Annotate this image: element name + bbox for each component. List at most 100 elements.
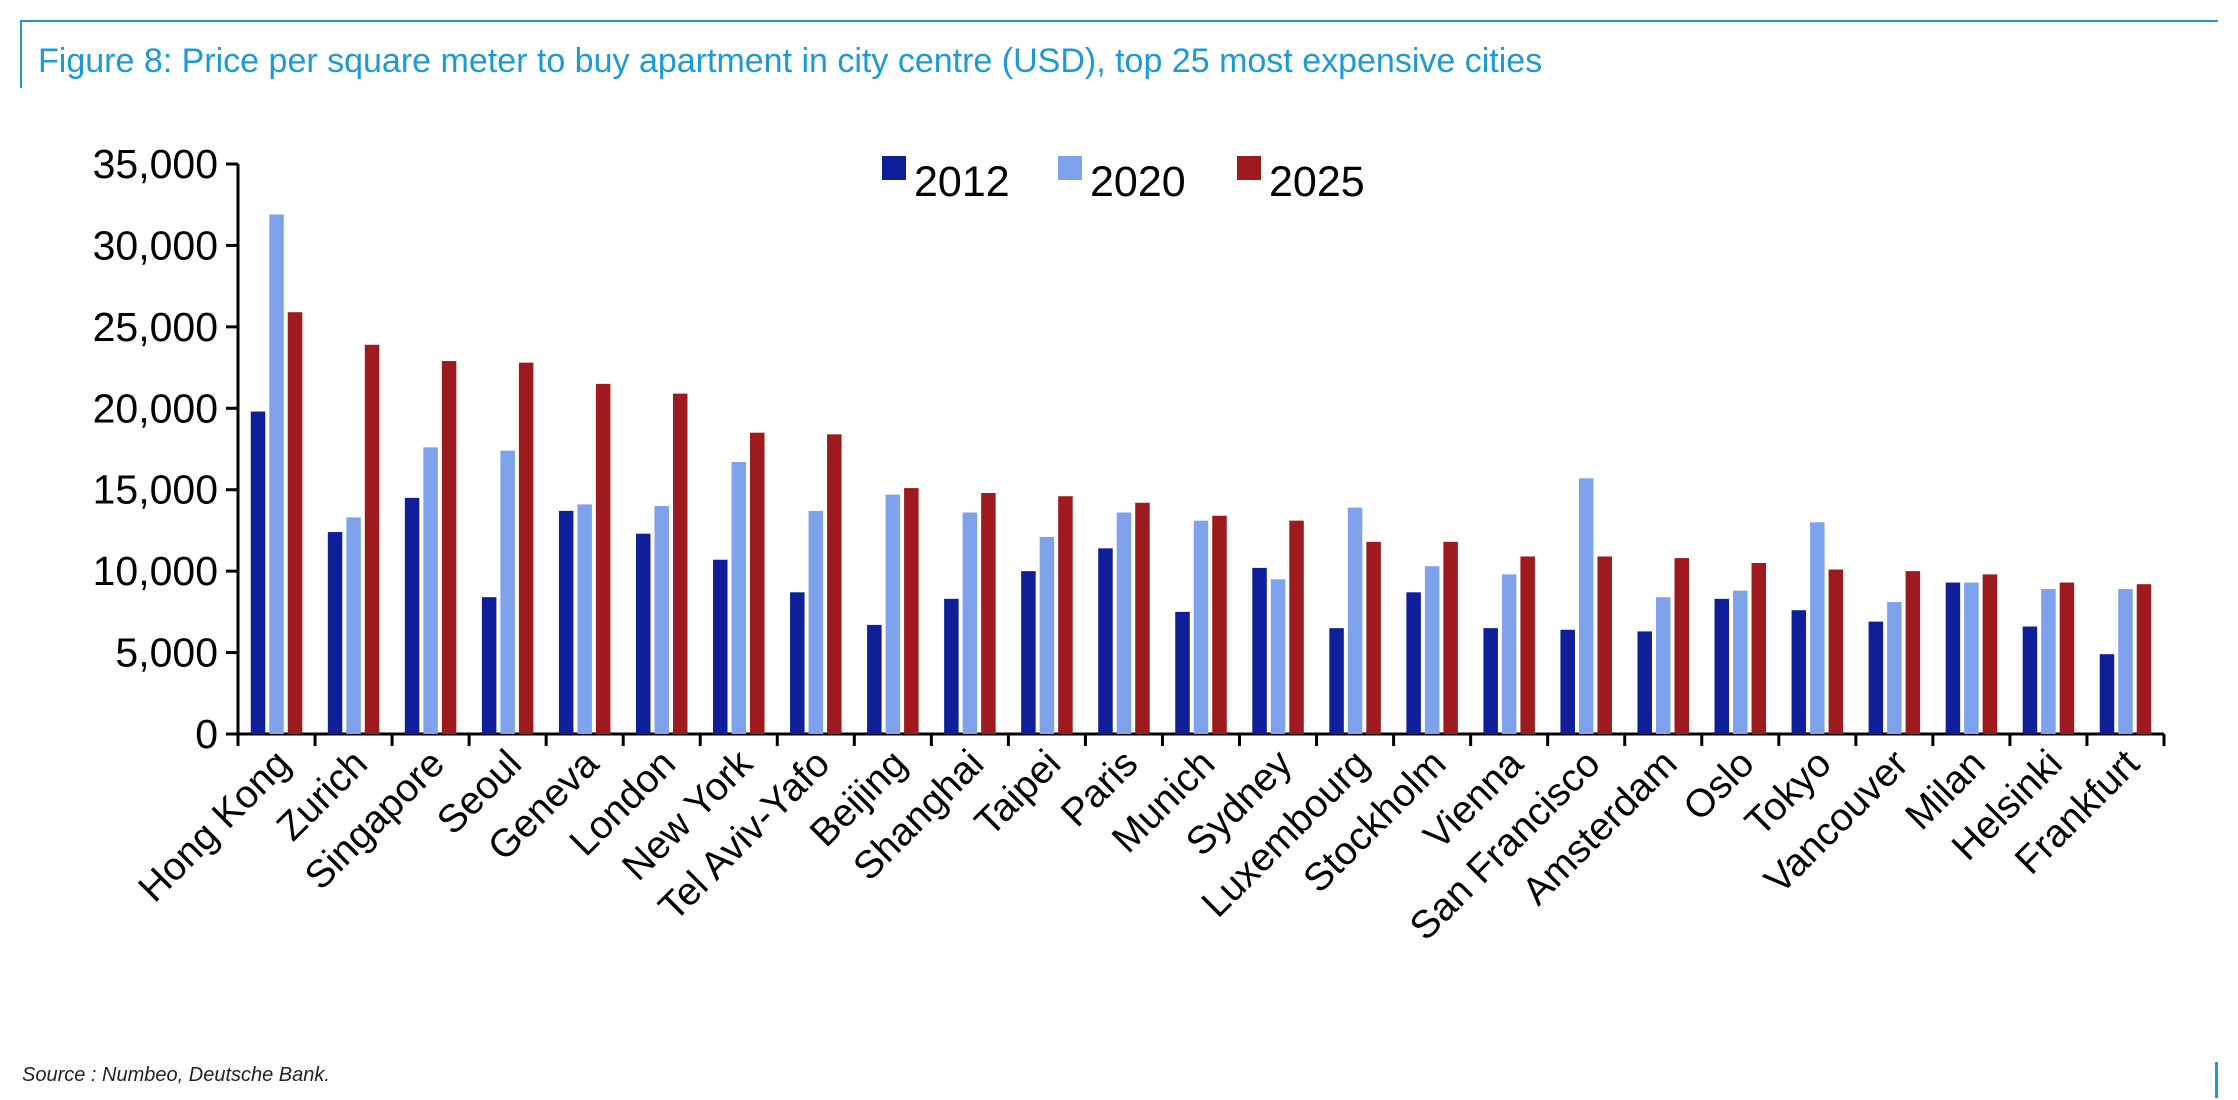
bar-2012 (1021, 571, 1036, 734)
legend-swatch (1237, 156, 1261, 180)
bar-2025 (441, 361, 457, 734)
bar-2012 (327, 532, 343, 734)
bar-2020 (1501, 574, 1517, 734)
bar-2012 (2099, 654, 2115, 734)
bar-2020 (885, 494, 901, 734)
legend-swatch (882, 156, 906, 180)
bar-2020 (577, 504, 592, 734)
bar-2020 (1733, 590, 1748, 734)
bar-2012 (1637, 631, 1652, 734)
bar-2020 (1424, 566, 1440, 734)
bar-2012 (635, 533, 651, 734)
bar-2025 (1212, 515, 1227, 734)
bar-2025 (2059, 582, 2075, 734)
bar-2025 (1058, 496, 1073, 734)
bar-2012 (790, 592, 805, 734)
figure-title: Figure 8: Price per square meter to buy … (38, 42, 1543, 80)
bar-2012 (944, 598, 959, 734)
bar-2012 (558, 510, 574, 734)
frame-right-rule (2215, 1062, 2218, 1098)
bar-2025 (1905, 571, 1921, 734)
bar-2012 (481, 597, 497, 734)
bar-2020 (1270, 579, 1286, 734)
legend-label: 2012 (914, 158, 1010, 206)
bar-2020 (269, 214, 284, 734)
bar-2025 (750, 432, 765, 734)
bar-2025 (1751, 563, 1767, 734)
y-tick-label: 20,000 (93, 385, 218, 431)
bar-2025 (1597, 556, 1612, 734)
y-tick-label: 0 (195, 711, 218, 757)
bar-2025 (1828, 569, 1844, 734)
bar-2025 (827, 434, 842, 734)
bar-2012 (1945, 582, 1961, 734)
bars (250, 214, 2152, 734)
bar-2012 (1329, 628, 1344, 734)
frame-top-rule (20, 20, 2218, 22)
bar-2025 (981, 492, 996, 734)
bar-2012 (2022, 626, 2038, 734)
y-tick-label: 30,000 (93, 222, 218, 268)
bar-2020 (1887, 602, 1902, 734)
bar-2012 (1483, 628, 1498, 734)
bar-2020 (1347, 507, 1363, 734)
bar-2025 (595, 383, 611, 734)
bar-2012 (1791, 610, 1807, 734)
bar-2012 (1175, 611, 1190, 734)
bar-2012 (713, 559, 728, 734)
bar-2025 (672, 393, 688, 734)
bar-2025 (1982, 574, 1998, 734)
bar-2025 (2136, 584, 2152, 734)
legend-label: 2020 (1090, 158, 1186, 206)
bar-2025 (1289, 520, 1304, 734)
legend-swatch (1058, 156, 1082, 180)
bar-2012 (250, 411, 266, 734)
bar-2020 (808, 510, 824, 734)
bar-2025 (1366, 541, 1381, 734)
bar-2025 (518, 362, 534, 734)
bar-2020 (1578, 478, 1594, 734)
bar-2012 (1560, 629, 1575, 734)
bar-2020 (500, 450, 515, 734)
y-axis: 0 5,000 10,000 15,000 20,000 25,000 30,000 35,0… (93, 141, 240, 757)
bar-2020 (1810, 522, 1825, 734)
source-note: Source : Numbeo, Deutsche Bank. (22, 1064, 330, 1086)
x-axis: Hong KongZurichSingaporeSeoulGenevaLondo… (130, 732, 2166, 949)
y-tick-label: 5,000 (115, 630, 218, 676)
bar-2025 (1674, 558, 1689, 734)
bar-2012 (1098, 548, 1113, 734)
legend: 2012 2020 2025 (882, 156, 1365, 206)
bar-2020 (731, 462, 747, 734)
bar-2020 (1116, 512, 1132, 734)
bar-2020 (1193, 520, 1209, 734)
bar-2025 (1520, 556, 1535, 734)
y-tick-label: 10,000 (93, 548, 218, 594)
x-category-label: Taipei (967, 742, 1069, 844)
bar-2020 (423, 447, 438, 734)
y-tick-label: 35,000 (93, 141, 218, 187)
x-category-label: Hong Kong (130, 742, 298, 910)
bar-2025 (287, 312, 303, 734)
bar-2020 (1039, 536, 1055, 734)
bar-2012 (1714, 598, 1730, 734)
bar-2020 (2118, 589, 2133, 734)
bar-2025 (904, 488, 919, 734)
bar-2020 (1655, 597, 1671, 734)
bar-2020 (346, 517, 361, 734)
bar-2020 (962, 512, 978, 734)
bar-2012 (1406, 592, 1421, 734)
bar-2025 (1135, 502, 1150, 734)
bar-2020 (654, 506, 669, 734)
bar-2012 (1868, 621, 1884, 734)
bar-2020 (1964, 582, 1979, 734)
y-tick-label: 15,000 (93, 467, 218, 513)
bar-2012 (404, 497, 420, 734)
frame-left-rule (20, 20, 22, 88)
bar-2025 (364, 344, 380, 734)
legend-label: 2025 (1269, 158, 1365, 206)
bar-2020 (2041, 589, 2056, 734)
bar-2012 (867, 624, 882, 734)
bar-2012 (1252, 567, 1267, 734)
y-tick-label: 25,000 (93, 304, 218, 350)
